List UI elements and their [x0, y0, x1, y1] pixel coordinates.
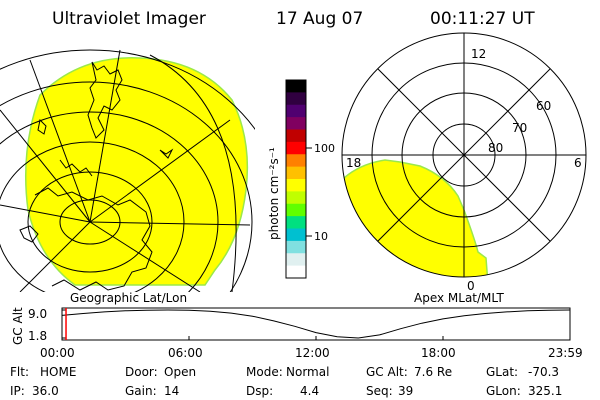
glat-value: -70.3	[528, 365, 559, 379]
status-info: Flt: HOME Door: Open Mode: Normal GC Alt…	[10, 365, 562, 398]
altitude-tick-high: 9.0	[28, 307, 47, 321]
colorbar-stripe	[286, 104, 306, 118]
apex-label: Apex MLat/MLT	[414, 291, 504, 305]
gc-alt-value: 7.6 Re	[414, 365, 452, 379]
colorbar-stripe	[286, 203, 306, 217]
colorbar-tick-10: 10	[314, 230, 328, 243]
altitude-tick-low: 1.8	[28, 329, 47, 343]
gain-value: 14	[164, 384, 179, 398]
colorbar-stripe	[286, 179, 306, 192]
mode-value: Normal	[286, 365, 329, 379]
ip-value: 36.0	[32, 384, 59, 398]
geographic-label: Geographic Lat/Lon	[70, 291, 187, 305]
colorbar-stripe	[286, 228, 306, 242]
time-tick-0000: 00:00	[40, 346, 75, 360]
colorbar: 100 10 photon cm⁻²s⁻¹	[267, 79, 335, 279]
mode-key: Mode:	[246, 365, 283, 379]
mlat-label-70: 70	[512, 121, 527, 135]
time-tick-0600: 06:00	[168, 346, 203, 360]
seq-key: Seq:	[366, 384, 393, 398]
aurora-image-right	[343, 159, 489, 277]
colorbar-stripe	[286, 265, 306, 279]
colorbar-stripe	[286, 154, 306, 168]
coastline	[19, 61, 174, 291]
aurora-image-left	[24, 57, 249, 286]
mlt-label-0: 0	[467, 279, 475, 293]
glon-value: 325.1	[528, 384, 562, 398]
time-tick-1200: 12:00	[295, 346, 330, 360]
colorbar-stripe	[286, 166, 306, 180]
altitude-timeline: GC Alt 9.0 1.8 00:00 06:00 12:00 18:00 2…	[11, 307, 583, 360]
flt-key: Flt:	[10, 365, 29, 379]
colorbar-stripe	[286, 216, 306, 230]
colorbar-stripe	[286, 117, 306, 131]
colorbar-tick-100: 100	[314, 142, 335, 155]
mlat-label-80: 80	[488, 141, 503, 155]
colorbar-unit-label: photon cm⁻²s⁻¹	[267, 147, 281, 240]
colorbar-stripe	[286, 129, 306, 143]
mlat-label-60: 60	[536, 99, 551, 113]
gain-key: Gain:	[125, 384, 157, 398]
mlt-label-18: 18	[346, 156, 361, 170]
altitude-curve	[61, 309, 570, 339]
ip-key: IP:	[10, 384, 25, 398]
door-value: Open	[164, 365, 196, 379]
seq-value: 39	[398, 384, 413, 398]
colorbar-stripe	[286, 141, 306, 155]
mlt-label-6: 6	[574, 156, 582, 170]
time-tick-2359: 23:59	[548, 346, 583, 360]
mlt-label-12: 12	[471, 47, 486, 61]
colorbar-stripe	[286, 240, 306, 254]
colorbar-stripe	[286, 253, 306, 267]
gc-alt-key: GC Alt:	[366, 365, 408, 379]
geographic-image-panel: Geographic Lat/Lon	[0, 49, 255, 305]
date-label: 17 Aug 07	[276, 9, 363, 29]
door-key: Door:	[125, 365, 158, 379]
time-label: 00:11:27 UT	[430, 9, 535, 29]
glat-key: GLat:	[486, 365, 518, 379]
glon-key: GLon:	[486, 384, 521, 398]
magnetic-polar-panel: 12 18 6 0 60 70 80 Apex MLat/MLT	[341, 32, 587, 305]
colorbar-stripe	[286, 80, 306, 93]
dsp-key: Dsp:	[246, 384, 273, 398]
longitude-grid	[0, 49, 251, 292]
altitude-axis-label: GC Alt	[11, 307, 25, 345]
mlat-grid	[341, 32, 587, 278]
latitude-grid	[0, 49, 255, 292]
colorbar-stripe	[286, 92, 306, 106]
time-tick-1800: 18:00	[421, 346, 456, 360]
colorbar-stripe	[286, 191, 306, 205]
dsp-value: 4.4	[300, 384, 319, 398]
flt-value: HOME	[40, 365, 76, 379]
instrument-title: Ultraviolet Imager	[52, 9, 206, 29]
